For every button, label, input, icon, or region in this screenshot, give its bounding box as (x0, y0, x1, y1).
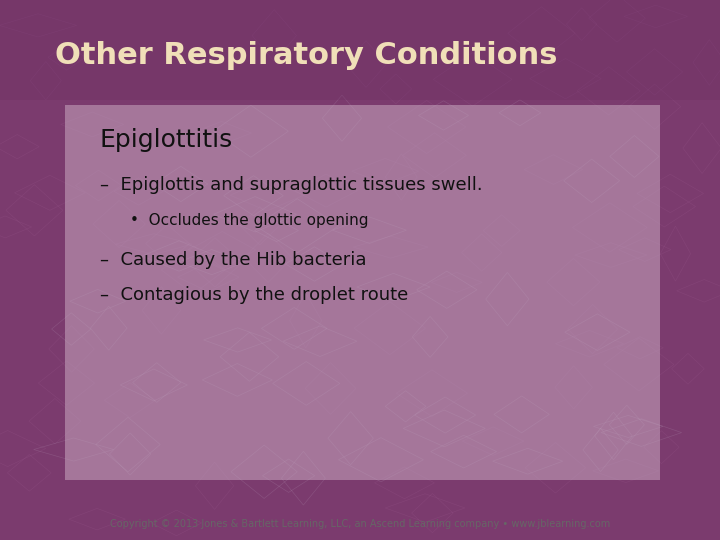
Text: –  Epiglottis and supraglottic tissues swell.: – Epiglottis and supraglottic tissues sw… (100, 176, 482, 194)
FancyBboxPatch shape (0, 0, 720, 100)
FancyBboxPatch shape (65, 105, 660, 480)
Text: –  Contagious by the droplet route: – Contagious by the droplet route (100, 286, 408, 304)
Text: –  Caused by the Hib bacteria: – Caused by the Hib bacteria (100, 251, 366, 269)
Text: Copyright © 2013 Jones & Bartlett Learning, LLC, an Ascend Learning company • ww: Copyright © 2013 Jones & Bartlett Learni… (110, 519, 610, 529)
Text: Other Respiratory Conditions: Other Respiratory Conditions (55, 40, 557, 70)
Text: •  Occludes the glottic opening: • Occludes the glottic opening (130, 213, 369, 227)
Text: Epiglottitis: Epiglottitis (100, 128, 233, 152)
